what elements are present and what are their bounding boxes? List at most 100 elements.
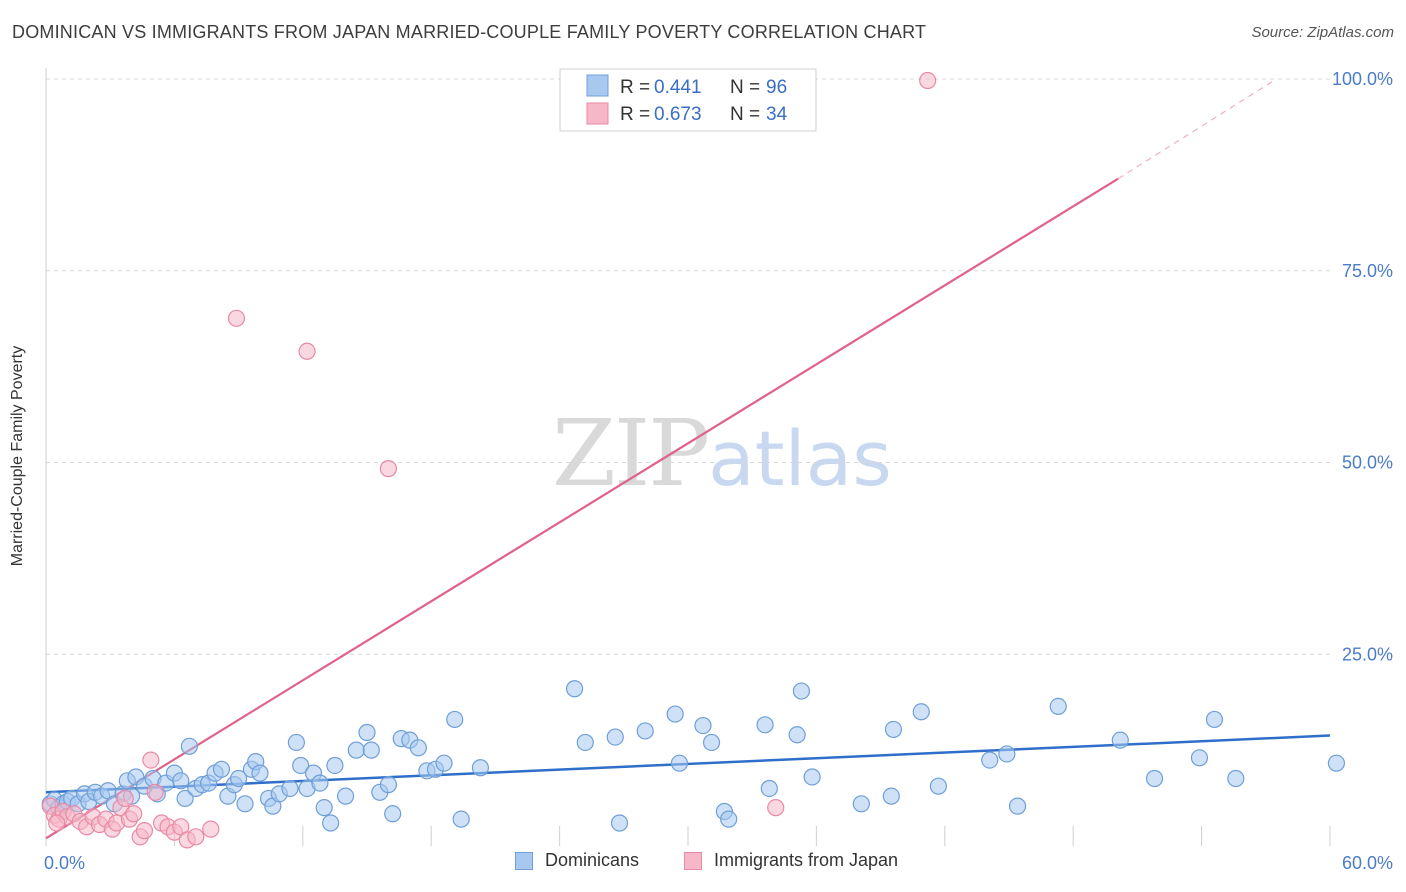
point-dominicans bbox=[347, 741, 365, 759]
legend-label-dominicans: Dominicans bbox=[545, 850, 640, 870]
point-japan bbox=[116, 789, 134, 808]
point-dominicans bbox=[315, 799, 333, 817]
point-dominicans bbox=[1190, 749, 1209, 767]
point-dominicans bbox=[1111, 731, 1129, 749]
point-dominicans bbox=[180, 737, 198, 755]
point-dominicans bbox=[576, 733, 594, 752]
point-japan bbox=[125, 805, 143, 823]
point-japan bbox=[146, 783, 164, 801]
point-dominicans bbox=[326, 756, 344, 775]
point-dominicans bbox=[670, 754, 689, 772]
point-japan bbox=[298, 342, 316, 360]
point-dominicans bbox=[311, 774, 329, 792]
point-japan bbox=[227, 309, 246, 327]
point-dominicans bbox=[882, 787, 900, 805]
point-dominicans bbox=[803, 768, 821, 786]
point-japan bbox=[187, 828, 205, 846]
point-dominicans bbox=[1008, 797, 1027, 815]
legend-swatch bbox=[684, 851, 702, 870]
point-dominicans bbox=[788, 726, 806, 744]
point-dominicans bbox=[998, 745, 1016, 763]
point-dominicans bbox=[281, 779, 299, 798]
point-dominicans bbox=[176, 789, 194, 808]
point-dominicans bbox=[362, 741, 380, 759]
watermark-atlas: atlas bbox=[708, 414, 892, 503]
point-dominicans bbox=[694, 716, 712, 735]
point-dominicans bbox=[287, 733, 305, 752]
data-points bbox=[41, 71, 1346, 849]
point-dominicans bbox=[884, 720, 903, 739]
point-dominicans bbox=[471, 759, 490, 777]
legend-item-dominicans: Dominicans bbox=[515, 850, 639, 871]
point-dominicans bbox=[172, 772, 190, 790]
legend-n-value-2: 34 bbox=[766, 104, 788, 125]
stats-legend: R = 0.441 N = 96 R = 0.673 N = 34 bbox=[559, 68, 817, 132]
point-dominicans bbox=[446, 710, 464, 729]
point-dominicans bbox=[636, 722, 654, 740]
point-dominicans bbox=[236, 795, 254, 813]
legend-n-label-2: N = bbox=[730, 104, 760, 125]
point-dominicans bbox=[358, 723, 376, 742]
x-tick-label: 0.0% bbox=[44, 853, 85, 873]
series-legend: Dominicans Immigrants from Japan bbox=[0, 850, 1406, 880]
legend-swatch bbox=[515, 851, 533, 870]
point-dominicans bbox=[379, 776, 397, 794]
point-dominicans bbox=[756, 716, 774, 734]
point-japan bbox=[142, 751, 160, 769]
watermark: ZIPatlas bbox=[552, 400, 892, 507]
point-dominicans bbox=[251, 764, 269, 782]
point-dominicans bbox=[1205, 710, 1224, 729]
point-dominicans bbox=[981, 751, 999, 769]
trend-line-japan-extension bbox=[1117, 78, 1277, 180]
point-dominicans bbox=[435, 754, 453, 772]
legend-r-label-2: R = bbox=[620, 104, 650, 125]
y-tick-label: 100.0% bbox=[1332, 69, 1393, 89]
legend-swatch-dominicans bbox=[586, 74, 609, 97]
axes bbox=[45, 68, 1331, 846]
legend-n-label-1: N = bbox=[730, 77, 760, 98]
legend-n-value-1: 96 bbox=[766, 77, 787, 98]
y-tick-label: 25.0% bbox=[1342, 644, 1393, 664]
point-dominicans bbox=[409, 739, 427, 757]
point-dominicans bbox=[702, 733, 721, 752]
point-japan bbox=[919, 71, 937, 90]
legend-label-japan: Immigrants from Japan bbox=[714, 850, 899, 870]
source-credit: Source: ZipAtlas.com bbox=[1251, 24, 1394, 41]
x-tick-label: 60.0% bbox=[1342, 853, 1393, 873]
point-dominicans bbox=[720, 810, 738, 828]
point-dominicans bbox=[666, 705, 684, 723]
point-dominicans bbox=[452, 810, 470, 828]
point-dominicans bbox=[565, 680, 584, 698]
legend-r-value-1: 0.441 bbox=[654, 77, 702, 98]
point-dominicans bbox=[212, 760, 231, 778]
point-japan bbox=[767, 799, 785, 817]
point-dominicans bbox=[384, 805, 402, 823]
point-dominicans bbox=[929, 777, 947, 795]
point-japan bbox=[135, 822, 154, 840]
point-dominicans bbox=[610, 814, 629, 832]
point-japan bbox=[202, 820, 220, 838]
legend-swatch-japan bbox=[586, 102, 609, 125]
chart-title: DOMINICAN VS IMMIGRANTS FROM JAPAN MARRI… bbox=[12, 22, 927, 42]
point-dominicans bbox=[760, 779, 778, 798]
legend-item-japan: Immigrants from Japan bbox=[684, 850, 898, 871]
point-dominicans bbox=[1145, 769, 1164, 788]
point-dominicans bbox=[852, 795, 870, 813]
point-dominicans bbox=[606, 728, 624, 746]
point-dominicans bbox=[292, 756, 310, 775]
point-dominicans bbox=[1049, 697, 1067, 716]
point-dominicans bbox=[1227, 769, 1245, 788]
watermark-zip: ZIP bbox=[552, 400, 710, 507]
y-tick-label: 50.0% bbox=[1342, 453, 1393, 473]
tick-labels: 25.0% 50.0% 75.0% 100.0% 0.0% 60.0% bbox=[44, 69, 1393, 873]
point-dominicans bbox=[1327, 754, 1346, 772]
legend-r-label-1: R = bbox=[620, 77, 650, 98]
trend-line-japan bbox=[45, 177, 1119, 840]
trend-lines bbox=[45, 78, 1331, 840]
point-dominicans bbox=[912, 703, 930, 721]
point-japan bbox=[379, 460, 397, 478]
point-japan bbox=[48, 814, 66, 832]
y-tick-label: 75.0% bbox=[1342, 261, 1393, 281]
gridlines bbox=[46, 78, 1330, 655]
